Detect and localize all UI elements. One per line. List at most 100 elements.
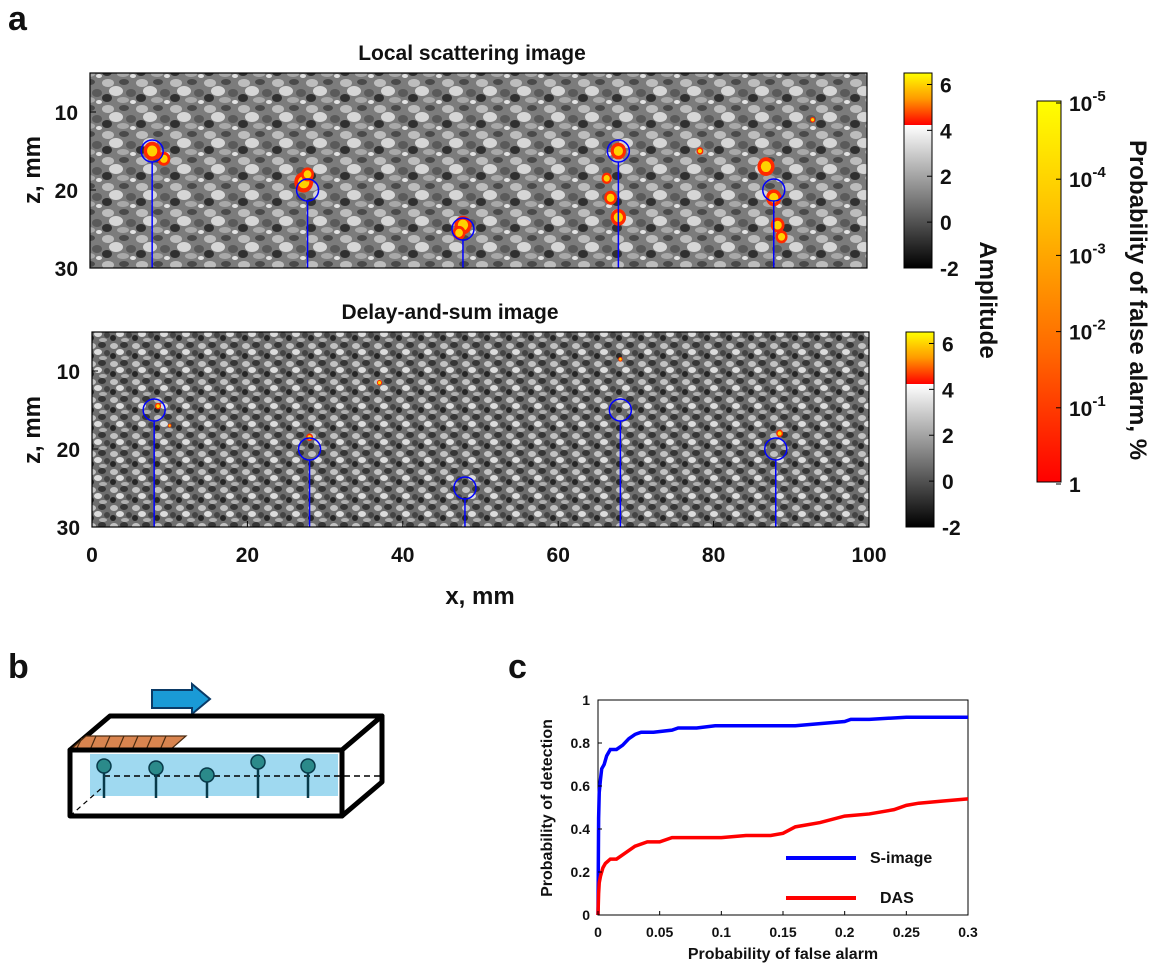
top-y-axis-label: z, mm — [19, 136, 46, 204]
x-tick-label: 40 — [391, 544, 414, 567]
top-defect-marker — [451, 217, 475, 241]
colorbar-tick-label: -2 — [940, 258, 959, 281]
top-hotspot-core — [777, 232, 786, 241]
x-tick-label: 0 — [86, 544, 98, 567]
top-hotspot-core — [697, 148, 702, 154]
amplitude-colorbar-top: 6 4 2 0 -2 — [903, 72, 959, 281]
top-hotspot-core — [147, 145, 158, 157]
bottom-x-ticks: 0 20 40 60 80 100 — [86, 521, 887, 567]
top-hotspot-core — [773, 220, 782, 230]
roc-x-tick-label: 0.05 — [646, 924, 673, 940]
bottom-defect-marker — [142, 398, 166, 422]
pfa-tick-label: 10-5 — [1069, 88, 1106, 116]
false-alarm-colorbar: 10-5 10-4 10-3 10-2 10-1 1 Probability of fal… — [1036, 88, 1151, 497]
top-hotspot-core — [455, 228, 463, 237]
roc-x-tick-label: 0.2 — [835, 924, 855, 940]
roc-series — [596, 715, 969, 916]
roc-y-axis-label: Probability of detection — [539, 719, 556, 897]
roc-legend: S-image DAS — [786, 850, 932, 907]
bottom-hotspot-core — [156, 404, 160, 409]
colorbar-tick-label: 4 — [942, 379, 954, 402]
cb-bot-hot — [906, 332, 934, 384]
colorbar-tick-label: 2 — [942, 425, 954, 448]
roc-x-axis-label: Probability of false alarm — [688, 946, 878, 963]
amplitude-colorbar-bottom: 6 4 2 0 -2 — [905, 331, 961, 540]
defect-pin-icon — [199, 767, 215, 783]
top-y-tick-label: 20 — [55, 180, 78, 203]
x-tick-label: 20 — [236, 544, 259, 567]
roc-x-tick-label: 0.15 — [769, 924, 796, 940]
setup-schematic — [67, 681, 385, 819]
pfa-tick-label: 10-1 — [1069, 393, 1106, 421]
top-y-tick-label: 10 — [55, 102, 78, 125]
cb-bot-ticks: 6 4 2 0 -2 — [929, 333, 961, 540]
cb-top-gray — [904, 125, 932, 268]
cb-bot-gray — [906, 384, 934, 527]
defect-pin-icon — [96, 758, 112, 774]
top-defect-marker — [762, 178, 786, 202]
roc-y-tick-label: 1 — [582, 692, 590, 708]
roc-y-tick-label: 0.8 — [571, 735, 591, 751]
bottom-plot-title: Delay-and-sum image — [341, 301, 558, 324]
pfa-ticks: 10-5 10-4 10-3 10-2 10-1 1 — [1056, 88, 1106, 497]
top-hotspot-core — [613, 146, 623, 156]
bottom-defect-marker — [608, 398, 633, 422]
defect-pin-icon — [148, 760, 164, 776]
bottom-y-axis-label: z, mm — [19, 396, 46, 464]
bottom-defect-marker — [297, 437, 322, 461]
bottom-y-tick-label: 20 — [57, 439, 80, 462]
top-hotspot-core — [606, 193, 615, 202]
colorbar-tick-label: 0 — [940, 212, 952, 235]
roc-line-das — [596, 797, 969, 916]
top-hotspot-core — [760, 161, 772, 173]
legend-label-das: DAS — [880, 890, 914, 907]
roc-x-tick-label: 0 — [594, 924, 602, 940]
roc-x-tick-label: 0.25 — [893, 924, 920, 940]
hidden-edge-left — [69, 785, 105, 817]
colorbar-tick-label: 6 — [942, 333, 954, 356]
bottom-y-tick-label: 30 — [57, 517, 80, 540]
x-tick-label: 100 — [851, 544, 886, 567]
roc-chart: 0 0.05 0.1 0.15 0.2 0.25 0.3 0 0.2 0.4 0.6 0.8 1 Pr… — [539, 692, 978, 963]
bottom-y-tick-label: 10 — [57, 361, 80, 384]
top-y-ticks: 10 20 30 — [55, 102, 96, 281]
bottom-plot-frame — [91, 331, 870, 528]
bottom-hotspot-core — [777, 431, 782, 436]
bottom-defect-marker — [764, 437, 788, 461]
top-y-tick-label: 30 — [55, 258, 78, 281]
top-defect-marker — [606, 139, 631, 163]
defect-pin-icon — [250, 754, 266, 770]
top-plot-frame — [89, 72, 868, 269]
pfa-tick-label: 10-2 — [1069, 317, 1106, 345]
roc-plot-frame — [597, 699, 969, 916]
colorbar-tick-label: 6 — [940, 74, 952, 97]
top-defect-marker — [295, 178, 320, 202]
roc-y-tick-label: 0.2 — [571, 864, 591, 880]
bottom-defect-markers — [142, 398, 788, 527]
top-hotspot-core — [159, 154, 168, 163]
cb-top-hot — [904, 73, 932, 125]
block-front-face — [67, 747, 345, 819]
top-defect-markers — [140, 139, 786, 268]
panel-letter-b: b — [8, 648, 29, 686]
cb-top-ticks: 6 4 2 0 -2 — [927, 74, 959, 281]
local-scattering-plot: Local scattering image 10 20 30 z, mm — [19, 42, 868, 281]
top-hotspot-core — [603, 175, 610, 182]
bottom-y-ticks: 10 20 30 — [57, 361, 98, 540]
bottom-defect-marker — [453, 476, 477, 500]
colorbar-tick-label: 0 — [942, 471, 954, 494]
top-hotspots — [143, 116, 816, 244]
defect-pins — [96, 754, 316, 798]
colorbar-tick-label: 2 — [940, 166, 952, 189]
cb-top-frame — [903, 72, 933, 269]
pfa-tick-label: 10-4 — [1069, 164, 1106, 192]
bottom-hotspot-core — [168, 424, 171, 427]
panel-letter-a: a — [8, 0, 28, 38]
colorbar-tick-label: 4 — [940, 120, 952, 143]
roc-x-ticks: 0 0.05 0.1 0.15 0.2 0.25 0.3 — [594, 911, 978, 940]
colorbar-tick-label: -2 — [942, 517, 961, 540]
legend-label-s-image: S-image — [870, 850, 932, 867]
top-defect-marker — [140, 139, 164, 163]
